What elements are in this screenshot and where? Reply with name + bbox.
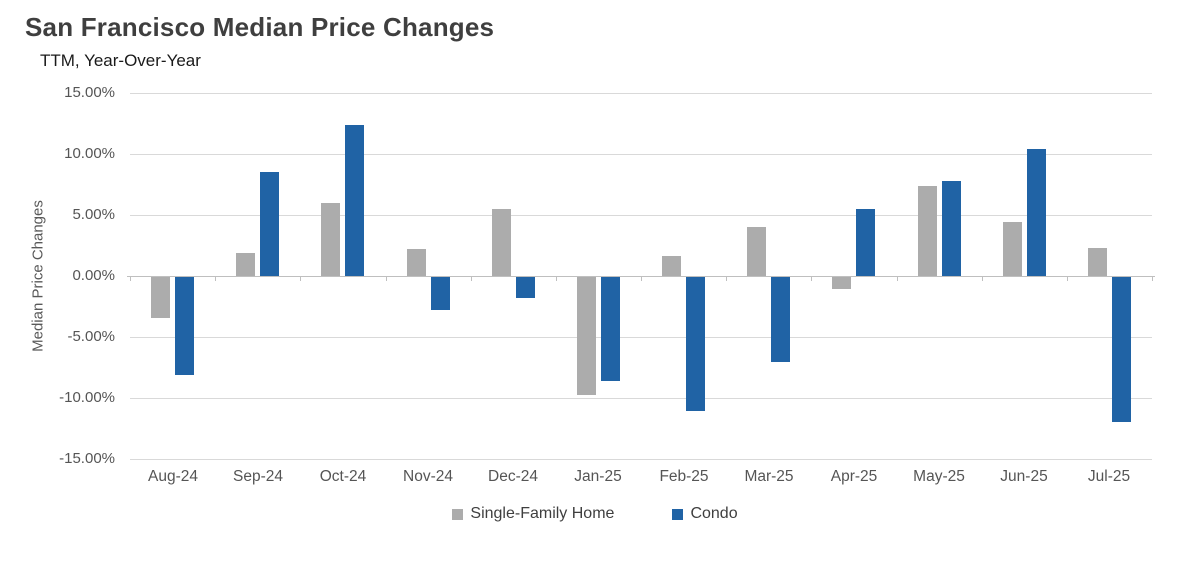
- x-axis-tick: [641, 277, 642, 281]
- bar-condo-apr-25: [856, 209, 875, 276]
- bar-single-family-home-jun-25: [1003, 222, 1022, 276]
- x-axis-tick: [130, 277, 131, 281]
- x-tick-label-may-25: May-25: [913, 468, 965, 485]
- x-axis-tick: [556, 277, 557, 281]
- bar-condo-jan-25: [601, 277, 620, 381]
- legend-swatch-single-family-home: [452, 508, 464, 520]
- y-tick-label--15: -15.00%: [59, 450, 115, 467]
- bar-condo-jun-25: [1027, 149, 1046, 276]
- bar-condo-feb-25: [686, 277, 705, 411]
- legend-item-condo: Condo: [672, 505, 738, 523]
- bar-condo-aug-24: [175, 277, 194, 375]
- legend-swatch-condo: [672, 508, 684, 520]
- bar-single-family-home-jul-25: [1088, 248, 1107, 276]
- y-tick-label--10: -10.00%: [59, 389, 115, 406]
- gridline-15: [130, 93, 1152, 94]
- bar-condo-jul-25: [1112, 277, 1131, 422]
- chart-subtitle: TTM, Year-Over-Year: [40, 51, 201, 70]
- bar-single-family-home-may-25: [918, 186, 937, 276]
- bar-condo-sep-24: [260, 172, 279, 276]
- x-tick-label-feb-25: Feb-25: [659, 468, 709, 485]
- bar-single-family-home-aug-24: [151, 277, 170, 318]
- bar-condo-oct-24: [345, 125, 364, 276]
- bar-condo-may-25: [942, 181, 961, 276]
- x-axis-tick: [1152, 277, 1153, 281]
- bar-condo-dec-24: [516, 277, 535, 298]
- y-tick-label-10: 10.00%: [64, 145, 115, 162]
- x-tick-label-jun-25: Jun-25: [1000, 468, 1048, 485]
- bar-condo-nov-24: [431, 277, 450, 310]
- x-axis-tick: [1067, 277, 1068, 281]
- x-axis-tick: [386, 277, 387, 281]
- y-tick-label-0: 0.00%: [72, 267, 115, 284]
- plot-area: [127, 93, 1155, 460]
- x-axis-tick: [471, 277, 472, 281]
- bar-single-family-home-feb-25: [662, 256, 681, 276]
- x-tick-label-jul-25: Jul-25: [1087, 468, 1131, 485]
- bar-single-family-home-dec-24: [492, 209, 511, 276]
- x-tick-label-nov-24: Nov-24: [403, 468, 453, 485]
- x-axis-tick: [300, 277, 301, 281]
- legend-label-condo: Condo: [690, 505, 738, 522]
- x-axis-tick: [982, 277, 983, 281]
- x-tick-label-aug-24: Aug-24: [148, 468, 198, 485]
- gridline-5: [130, 215, 1152, 216]
- gridline--5: [130, 337, 1152, 338]
- y-tick-label-5: 5.00%: [72, 206, 115, 223]
- gridline--10: [130, 398, 1152, 399]
- bar-condo-mar-25: [771, 277, 790, 362]
- gridline--15: [130, 459, 1152, 460]
- x-tick-label-oct-24: Oct-24: [319, 468, 367, 485]
- x-tick-label-dec-24: Dec-24: [488, 468, 538, 485]
- bar-single-family-home-sep-24: [236, 253, 255, 276]
- bar-single-family-home-nov-24: [407, 249, 426, 276]
- x-tick-label-sep-24: Sep-24: [233, 468, 283, 485]
- x-tick-label-jan-25: Jan-25: [574, 468, 622, 485]
- x-axis-tick: [215, 277, 216, 281]
- y-tick-label--5: -5.00%: [67, 328, 115, 345]
- x-tick-label-apr-25: Apr-25: [830, 468, 878, 485]
- bar-single-family-home-apr-25: [832, 277, 851, 289]
- x-axis-tick: [811, 277, 812, 281]
- x-axis-line: [127, 276, 1155, 277]
- legend-item-single-family-home: Single-Family Home: [452, 505, 614, 523]
- x-axis-tick: [726, 277, 727, 281]
- gridline-10: [130, 154, 1152, 155]
- bar-single-family-home-mar-25: [747, 227, 766, 276]
- x-tick-label-mar-25: Mar-25: [744, 468, 794, 485]
- legend-label-single-family-home: Single-Family Home: [470, 505, 615, 522]
- bar-single-family-home-oct-24: [321, 203, 340, 276]
- y-tick-label-15: 15.00%: [64, 84, 115, 101]
- x-axis-tick: [897, 277, 898, 281]
- bar-single-family-home-jan-25: [577, 277, 596, 395]
- chart-title: San Francisco Median Price Changes: [25, 12, 495, 42]
- legend: Single-Family Home Condo: [0, 505, 1190, 523]
